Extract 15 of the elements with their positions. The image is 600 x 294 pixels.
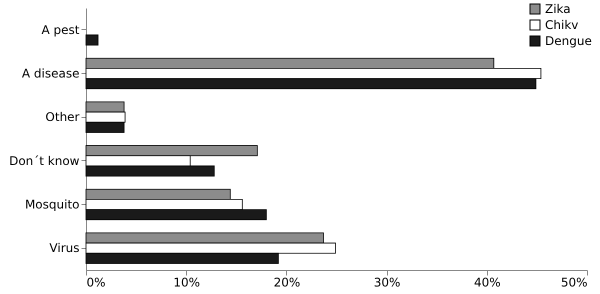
legend-label: Dengue (545, 34, 592, 48)
y-tick-label: Other (45, 110, 80, 124)
x-tick-label: 50% (560, 276, 588, 290)
y-tick-label: Virus (49, 241, 80, 256)
legend-label: Zika (545, 2, 571, 16)
x-tick-label: 40% (474, 276, 501, 290)
x-tick-label: 10% (173, 276, 200, 290)
x-tick-label: 30% (374, 276, 400, 290)
x-tick-label: 0% (86, 276, 106, 290)
x-tick-label: 20% (274, 276, 300, 290)
y-tick-label: Mosquito (24, 198, 80, 212)
y-tick-label: A disease (22, 66, 80, 80)
y-tick-label: A pest (42, 22, 80, 37)
legend-label: Chikv (545, 18, 578, 32)
y-tick-label: Don´t know (9, 154, 80, 168)
